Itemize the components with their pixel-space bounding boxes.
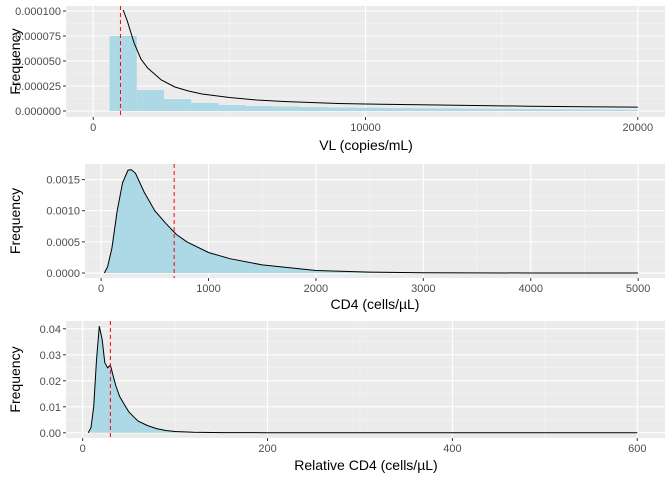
- y-axis-title-cd4: Frequency: [7, 188, 23, 254]
- y-tick-label: 0.0005: [46, 237, 80, 249]
- x-ticks-vl: 0 10000 20000: [90, 117, 653, 134]
- histogram-bar: [490, 108, 518, 111]
- histogram-bar: [572, 109, 600, 111]
- x-axis-title-relcd4: Relative CD4 (cells/µL): [294, 457, 437, 473]
- histogram-bar: [545, 109, 573, 111]
- x-tick-label: 0: [98, 283, 104, 295]
- histogram-bar: [436, 108, 464, 111]
- histogram-bar: [626, 109, 638, 111]
- histogram-bar: [191, 103, 219, 111]
- y-tick-label: 0.01: [40, 402, 61, 414]
- y-ticks-vl: 0.000000 0.000025 0.000050 0.000075 0.000100: [15, 6, 66, 118]
- x-tick-label: 600: [628, 443, 646, 455]
- histogram-bar: [164, 99, 192, 111]
- y-tick-label: 0.00: [40, 428, 61, 440]
- marks-cd4: [103, 164, 639, 278]
- histogram-bar: [517, 109, 546, 111]
- y-tick-label: 0.02: [40, 376, 61, 388]
- x-tick-label: 3000: [411, 283, 435, 295]
- x-tick-label: 4000: [518, 283, 542, 295]
- x-tick-label: 1000: [196, 283, 220, 295]
- x-ticks-cd4: 0 1000 2000 3000 4000 5000: [98, 278, 650, 295]
- marks-vl: [109, 6, 638, 117]
- panel-bg-relcd4: [66, 321, 665, 438]
- x-axis-title-vl: VL (copies/mL): [319, 137, 413, 153]
- histogram-bar: [354, 107, 382, 111]
- histogram-bar: [381, 108, 410, 111]
- x-axis-title-cd4: CD4 (cells/µL): [331, 296, 420, 312]
- histogram-bar: [409, 108, 437, 111]
- vl-chart: 0 10000 20000 0.0000000.0000250.0000500.00…: [7, 6, 665, 153]
- y-ticks-relcd4: 0.00 0.01 0.02 0.03 0.04: [40, 324, 66, 440]
- x-tick-label: 0: [80, 443, 86, 455]
- histogram-bar: [245, 106, 273, 111]
- y-tick-label: 0.000050: [15, 56, 61, 68]
- histogram-bar: [327, 107, 355, 111]
- histogram-bar: [599, 109, 627, 111]
- density-line: [103, 169, 639, 274]
- histogram-bar: [109, 36, 137, 111]
- x-tick-label: 200: [258, 443, 276, 455]
- marks-relcd4: [87, 321, 638, 438]
- density-area: [104, 169, 639, 273]
- relative-cd4-chart: 0 200 400 600 0.00 0.01 0.02 0.03 0.04 Relative…: [7, 321, 665, 473]
- x-ticks-relcd4: 0 200 400 600: [80, 438, 646, 455]
- histogram-bar: [463, 108, 491, 111]
- grid-relcd4: [66, 321, 665, 438]
- histogram-bar: [272, 106, 301, 111]
- y-axis-title-vl: Frequency: [7, 28, 23, 94]
- y-tick-label: 0.000075: [15, 31, 61, 43]
- x-tick-label: 5000: [626, 283, 650, 295]
- y-tick-label: 0.04: [40, 324, 61, 336]
- cd4-chart: 0 1000 2000 3000 4000 5000 0.0000 0.0005 0.0010…: [7, 164, 665, 312]
- y-axis-title-relcd4: Frequency: [7, 346, 23, 412]
- y-tick-label: 0.0010: [46, 206, 80, 218]
- x-tick-label: 10000: [350, 122, 381, 134]
- y-tick-label: 0.000000: [15, 106, 61, 118]
- y-tick-label: 0.0015: [46, 175, 80, 187]
- x-tick-label: 2000: [304, 283, 328, 295]
- y-tick-label: 0.03: [40, 350, 61, 362]
- histogram-bar: [218, 105, 246, 111]
- y-tick-label: 0.0000: [46, 268, 80, 280]
- density-line: [122, 9, 638, 108]
- histogram-bar: [300, 107, 328, 111]
- y-ticks-cd4: 0.0000 0.0005 0.0010 0.0015: [46, 175, 85, 280]
- x-tick-label: 20000: [622, 122, 653, 134]
- y-tick-label: 0.000025: [15, 81, 61, 93]
- y-tick-label: 0.000100: [15, 6, 61, 18]
- histogram-bar: [136, 90, 165, 111]
- x-tick-label: 400: [443, 443, 461, 455]
- density-line: [87, 326, 638, 434]
- x-tick-label: 0: [90, 122, 96, 134]
